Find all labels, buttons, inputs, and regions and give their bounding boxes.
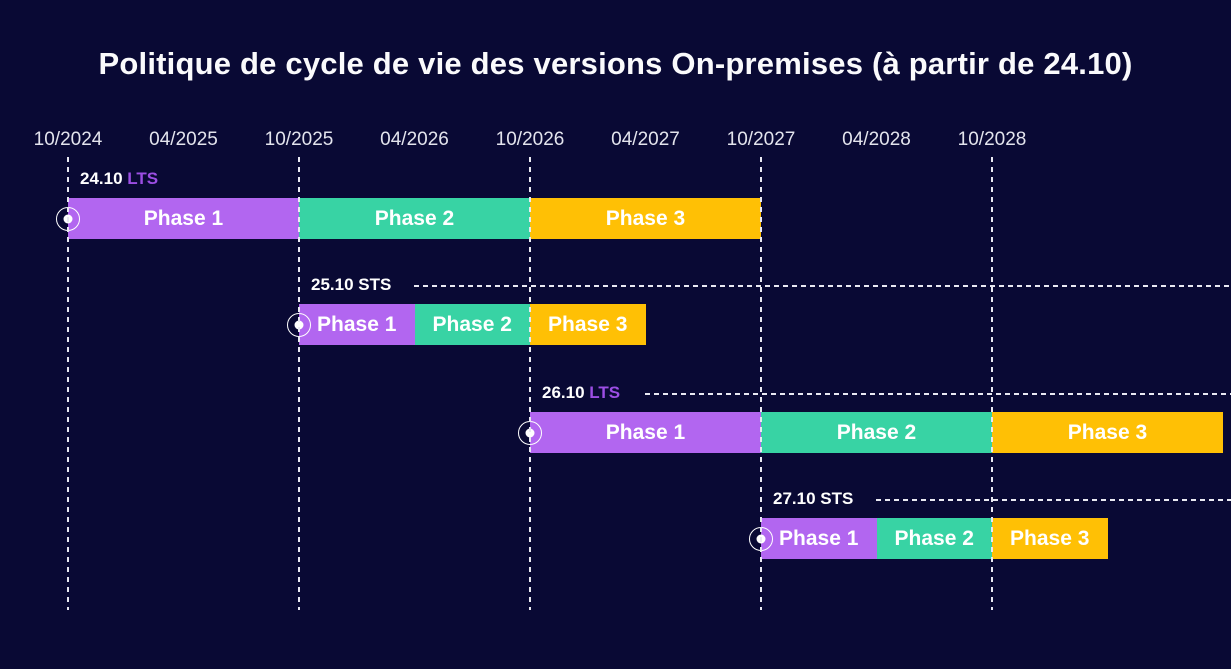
axis-tick-label: 10/2028 — [957, 129, 1027, 150]
gridline-october — [67, 157, 69, 610]
phase-bar-label: Phase 2 — [432, 312, 512, 336]
gridline-october — [529, 157, 531, 610]
gridline-october — [991, 157, 993, 610]
phase-bar: Phase 1 — [299, 304, 415, 345]
release-type: LTS — [127, 169, 159, 188]
phase-bar: Phase 2 — [414, 304, 530, 345]
phase-bar-label: Phase 2 — [894, 526, 974, 550]
phase-bar-label: Phase 3 — [548, 312, 628, 336]
release-dash-line — [414, 285, 1231, 287]
page-title: Politique de cycle de vie des versions O… — [98, 46, 1133, 81]
release-version: 27.10 — [773, 489, 821, 508]
release-type: LTS — [589, 383, 621, 402]
release-type: STS — [820, 489, 854, 508]
phase-bar: Phase 2 — [761, 412, 992, 453]
release-dash-line — [876, 499, 1231, 501]
phase-bar: Phase 1 — [68, 198, 299, 239]
axis-tick-label: 04/2027 — [611, 129, 680, 150]
release-label: 24.10 LTS — [80, 169, 158, 189]
release-version: 26.10 — [542, 383, 590, 402]
phase-bar-label: Phase 3 — [1010, 526, 1090, 550]
phase-bar-label: Phase 1 — [143, 206, 224, 230]
phase-bar: Phase 3 — [992, 412, 1223, 453]
axis-tick-label: 10/2024 — [33, 129, 103, 150]
phase-bar: Phase 1 — [530, 412, 761, 453]
release-version: 25.10 — [311, 275, 359, 294]
axis-tick-label: 04/2026 — [380, 129, 449, 150]
phase-bar-label: Phase 1 — [317, 312, 397, 336]
phase-bar-label: Phase 2 — [836, 420, 917, 444]
axis-tick-label: 10/2025 — [264, 129, 334, 150]
phase-bar-label: Phase 2 — [374, 206, 455, 230]
axis-tick-label: 04/2028 — [842, 129, 911, 150]
phase-bar-label: Phase 3 — [605, 206, 686, 230]
gridline-october — [760, 157, 762, 610]
release-version: 24.10 — [80, 169, 128, 188]
axis-tick-label: 10/2027 — [726, 129, 796, 150]
release-dash-line — [645, 393, 1231, 395]
phase-bar-label: Phase 3 — [1067, 420, 1148, 444]
release-label: 26.10 LTS — [542, 383, 620, 403]
axis-tick-label: 04/2025 — [149, 129, 218, 150]
phase-bar: Phase 3 — [992, 518, 1108, 559]
axis-tick-label: 10/2026 — [495, 129, 565, 150]
release-type: STS — [358, 275, 392, 294]
phase-bar: Phase 3 — [530, 198, 761, 239]
gridline-october — [298, 157, 300, 610]
phase-bar-label: Phase 1 — [779, 526, 859, 550]
phase-bar: Phase 2 — [299, 198, 530, 239]
phase-bar-label: Phase 1 — [605, 420, 686, 444]
phase-bar: Phase 3 — [530, 304, 646, 345]
phase-bar: Phase 1 — [761, 518, 877, 559]
phase-bar: Phase 2 — [876, 518, 992, 559]
release-label: 25.10 STS — [311, 275, 391, 295]
release-label: 27.10 STS — [773, 489, 853, 509]
